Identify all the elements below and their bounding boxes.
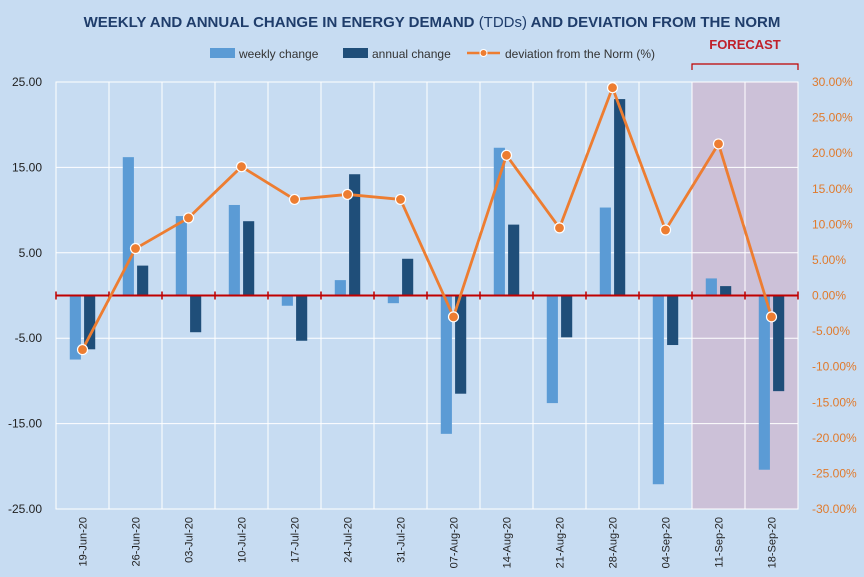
annual-change-bar-17-Jul-20 <box>296 295 308 341</box>
chart-title-part-1: WEEKLY AND ANNUAL CHANGE IN ENERGY DEMAN… <box>84 14 479 31</box>
x-tick-label: 17-Jul-20 <box>290 517 302 563</box>
deviation-marker-07-Aug-20 <box>447 311 460 323</box>
deviation-marker-04-Sep-20 <box>659 224 672 236</box>
left-axis: 25.00 15.00 5.00 -5.00 -15.00 -25.00 <box>8 75 42 516</box>
annual-change-bar-11-Sep-20 <box>720 286 732 296</box>
x-tick-label: 31-Jul-20 <box>396 517 408 563</box>
x-tick-label: 24-Jul-20 <box>343 517 355 563</box>
x-tick-label: 07-Aug-20 <box>449 517 461 568</box>
weekly-change-bar-18-Sep-20 <box>758 295 770 470</box>
legend-swatch-deviation-marker <box>479 49 488 57</box>
annual-change-bar-03-Jul-20 <box>190 295 202 333</box>
deviation-marker-17-Jul-20 <box>288 193 301 206</box>
annual-change-bar-19-Jun-20 <box>84 295 96 350</box>
x-tick-label: 21-Aug-20 <box>555 517 567 568</box>
forecast-bracket <box>691 63 799 70</box>
gridlines <box>55 81 799 510</box>
annual-change-bar-26-Jun-20 <box>137 265 149 296</box>
annual-change-bar-18-Sep-20 <box>773 295 785 392</box>
right-tick-label: -30.00% <box>812 502 857 516</box>
left-tick-label: -15.00 <box>8 417 42 431</box>
weekly-change-bar-24-Jul-20 <box>334 280 346 296</box>
left-tick-label: -25.00 <box>8 502 42 516</box>
right-tick-label: 10.00% <box>812 217 853 231</box>
deviation-marker-26-Jun-20 <box>129 242 142 255</box>
zero-line-layer <box>55 291 799 300</box>
weekly-change-bar-03-Jul-20 <box>175 216 187 296</box>
chart-title-part-2: (TDDs) <box>479 14 527 31</box>
deviation-marker-18-Sep-20 <box>765 311 778 323</box>
chart-title: WEEKLY AND ANNUAL CHANGE IN ENERGY DEMAN… <box>84 14 781 31</box>
deviation-marker-21-Aug-20 <box>553 222 566 234</box>
legend-swatch-weekly <box>210 48 235 58</box>
legend-label-weekly: weekly change <box>238 47 319 61</box>
left-tick-label: 5.00 <box>19 246 43 260</box>
x-tick-label: 28-Aug-20 <box>608 517 620 568</box>
right-tick-label: 0.00% <box>812 289 846 303</box>
annual-change-bar-31-Jul-20 <box>402 258 414 296</box>
weekly-change-bar-10-Jul-20 <box>228 204 240 296</box>
legend-label-annual: annual change <box>372 47 451 61</box>
weekly-change-bar-26-Jun-20 <box>122 157 134 296</box>
deviation-marker-10-Jul-20 <box>235 161 248 173</box>
right-tick-label: 5.00% <box>812 253 846 267</box>
deviation-line-layer <box>76 82 778 356</box>
left-tick-label: 15.00 <box>12 160 42 174</box>
annual-change-bar-21-Aug-20 <box>561 295 573 338</box>
weekly-change-bar-28-Aug-20 <box>599 207 611 296</box>
annual-change-bar-24-Jul-20 <box>349 174 361 296</box>
right-tick-label: -5.00% <box>812 324 850 338</box>
right-tick-label: -25.00% <box>812 466 857 480</box>
weekly-change-bar-07-Aug-20 <box>440 295 452 434</box>
left-tick-label: 25.00 <box>12 75 42 89</box>
right-axis: 30.00% 25.00% 20.00% 15.00% 10.00% 5.00% 0.00%… <box>812 75 857 516</box>
left-tick-label: -5.00 <box>15 331 43 345</box>
legend-swatch-annual <box>343 48 368 58</box>
deviation-line <box>81 86 773 351</box>
x-tick-label: 14-Aug-20 <box>502 517 514 568</box>
x-tick-label: 19-Jun-20 <box>78 517 90 567</box>
right-tick-label: 20.00% <box>812 146 853 160</box>
x-tick-label: 10-Jul-20 <box>237 517 249 563</box>
annual-change-bar-07-Aug-20 <box>455 295 467 394</box>
right-tick-label: 25.00% <box>812 111 853 125</box>
deviation-marker-03-Jul-20 <box>182 212 195 224</box>
weekly-change-bar-11-Sep-20 <box>705 278 717 296</box>
deviation-marker-31-Jul-20 <box>394 193 407 206</box>
annual-change-bar-14-Aug-20 <box>508 224 520 296</box>
right-tick-label: -20.00% <box>812 431 857 445</box>
weekly-change-bar-19-Jun-20 <box>69 295 81 360</box>
deviation-marker-24-Jul-20 <box>341 188 354 201</box>
right-tick-label: -15.00% <box>812 395 857 409</box>
deviation-marker-14-Aug-20 <box>500 149 513 161</box>
forecast-label: FORECAST <box>709 37 781 52</box>
legend: weekly change annual change deviation fr… <box>210 47 655 61</box>
deviation-marker-11-Sep-20 <box>712 138 725 150</box>
deviation-marker-28-Aug-20 <box>606 82 619 94</box>
x-tick-label: 11-Sep-20 <box>714 517 726 568</box>
bars <box>69 99 785 485</box>
x-tick-label: 03-Jul-20 <box>184 517 196 563</box>
right-tick-label: 15.00% <box>812 182 853 196</box>
weekly-change-bar-17-Jul-20 <box>281 295 293 306</box>
x-axis: 19-Jun-20 26-Jun-20 03-Jul-20 10-Jul-20 17-J… <box>78 517 779 568</box>
annual-change-bar-10-Jul-20 <box>243 221 255 296</box>
x-tick-label: 04-Sep-20 <box>661 517 673 568</box>
right-tick-label: 30.00% <box>812 75 853 89</box>
x-tick-label: 26-Jun-20 <box>131 517 143 567</box>
annual-change-bar-28-Aug-20 <box>614 99 626 296</box>
weekly-change-bar-31-Jul-20 <box>387 295 399 304</box>
weekly-change-bar-04-Sep-20 <box>652 295 664 485</box>
x-tick-label: 18-Sep-20 <box>767 517 779 568</box>
deviation-marker-19-Jun-20 <box>76 343 89 356</box>
legend-label-deviation: deviation from the Norm (%) <box>505 47 655 61</box>
annual-change-bar-04-Sep-20 <box>667 295 679 346</box>
weekly-change-bar-21-Aug-20 <box>546 295 558 404</box>
right-tick-label: -10.00% <box>812 360 857 374</box>
chart-title-part-3: AND DEVIATION FROM THE NORM <box>527 14 780 31</box>
weekly-change-bar-14-Aug-20 <box>493 147 505 296</box>
